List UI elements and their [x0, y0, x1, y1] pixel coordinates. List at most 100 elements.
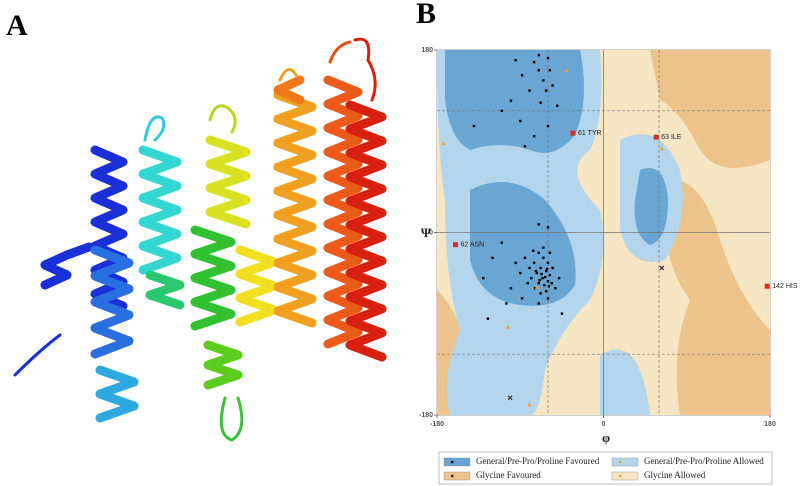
allowed-point [527, 402, 532, 407]
allowed-point [506, 324, 511, 329]
favoured-point [491, 256, 494, 260]
favoured-point [544, 290, 548, 293]
favoured-point [514, 261, 517, 265]
panel-label: A [6, 9, 28, 42]
x-tick-label: 180 [764, 421, 776, 428]
favoured-point [537, 302, 540, 305]
y-tick-label: -180 [419, 412, 433, 419]
favoured-point [539, 101, 542, 104]
legend-box [438, 451, 773, 485]
favoured-point [546, 261, 550, 265]
favoured-point [548, 273, 552, 277]
favoured-point [551, 266, 554, 270]
allowed-point [534, 285, 540, 290]
favoured-point [544, 89, 548, 92]
favoured-point [560, 312, 564, 315]
x-tick-label: 0 [602, 421, 606, 428]
outlier-label: 62 ASN [461, 242, 485, 249]
favoured-point [530, 276, 533, 280]
favoured-point [532, 249, 535, 252]
legend-swatch [443, 471, 471, 481]
y-axis-label: Ψ [421, 225, 432, 240]
glycine-point [507, 395, 513, 401]
favoured-point [551, 84, 554, 87]
favoured-point [542, 256, 545, 260]
legend-label: Glycine Favoured [476, 470, 541, 480]
favoured-point [528, 89, 531, 92]
favoured-point [544, 269, 548, 273]
favoured-point [548, 251, 552, 254]
favoured-point [539, 266, 542, 270]
favoured-point [542, 246, 545, 249]
favoured-point [542, 79, 545, 82]
favoured-point [509, 99, 513, 102]
favoured-point [537, 223, 540, 226]
legend-swatch [611, 471, 639, 481]
favoured-point [500, 109, 503, 113]
favoured-point [532, 134, 536, 138]
favoured-point [533, 287, 537, 290]
legend-marker [451, 474, 454, 478]
legend-marker [451, 460, 454, 464]
favoured-point [543, 284, 546, 287]
favoured-point [519, 271, 522, 275]
favoured-point [537, 69, 540, 72]
legend-swatch [443, 457, 471, 467]
favoured-point [520, 74, 524, 77]
y-tick-label: 0 [429, 229, 433, 236]
legend: General/Pre-Pro/Proline Favoured General/… [443, 456, 764, 481]
favoured-point [526, 281, 529, 285]
glycine-point [659, 265, 665, 271]
favoured-point [545, 267, 549, 271]
favoured-point [472, 124, 476, 128]
favoured-point [540, 272, 543, 276]
favoured-point [532, 261, 536, 265]
allowed-point [441, 141, 446, 146]
favoured-point [546, 226, 550, 229]
favoured-point [523, 256, 527, 260]
outlier-point [570, 130, 576, 136]
favoured-point [514, 58, 517, 62]
favoured-point [547, 285, 551, 288]
legend-label: Glycine Allowed [644, 470, 706, 480]
outlier-point [764, 283, 770, 289]
legend-marker [619, 460, 622, 464]
favoured-point [537, 53, 540, 57]
protein-ribbon [13, 37, 387, 442]
x-axis-label: φ [602, 430, 610, 445]
favoured-point [537, 251, 540, 254]
outlier-point [653, 134, 659, 140]
favoured-point [554, 287, 557, 290]
outlier-label: 61 TYR [578, 130, 602, 137]
favoured-point [500, 241, 503, 244]
legend-marker [619, 474, 622, 478]
favoured-point [482, 276, 485, 280]
favoured-point [544, 275, 547, 279]
favoured-point [519, 119, 522, 123]
favoured-point [548, 69, 552, 72]
favoured-point [550, 281, 553, 285]
favoured-point [546, 56, 550, 60]
legend-label: General/Pre-Pro/Proline Favoured [476, 456, 600, 466]
favoured-point [534, 269, 538, 273]
outlier-label: 142 HIS [772, 283, 798, 290]
favoured-point [535, 271, 539, 275]
favoured-point [520, 297, 524, 300]
plot-area: -180 0 180 -180 0 180 61 TYR 63 ILE 62 ASN 142 HI… [419, 47, 798, 428]
allowed-point [659, 146, 664, 151]
legend-swatch [611, 457, 639, 467]
favoured-point [505, 302, 508, 305]
panel-label: B [416, 0, 436, 30]
favoured-point [557, 276, 561, 280]
favoured-point [541, 276, 544, 280]
favoured-point [523, 145, 527, 148]
y-tick-label: 180 [421, 47, 433, 54]
legend-label: General/Pre-Pro/Proline Allowed [644, 456, 764, 466]
outlier-label: 63 ILE [661, 134, 682, 141]
favoured-point [532, 60, 536, 64]
favoured-point [539, 292, 542, 295]
outlier-point [453, 242, 458, 248]
favoured-point [538, 278, 541, 282]
favoured-point [509, 287, 513, 290]
